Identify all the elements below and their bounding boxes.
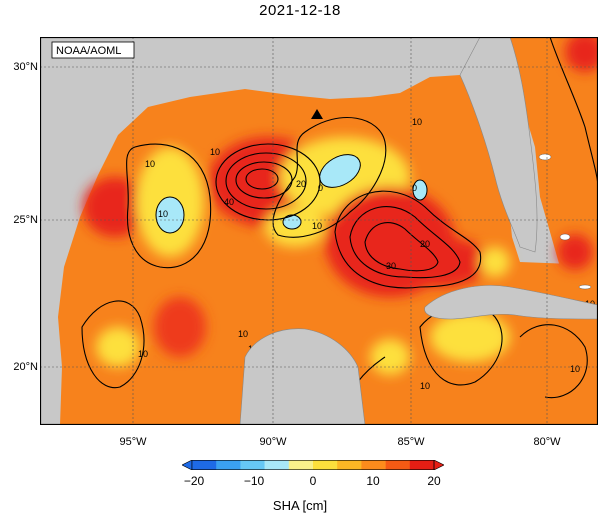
map-frame — [40, 37, 598, 425]
colorbar-cell — [192, 460, 217, 470]
contour-north-eddy-2 — [225, 152, 307, 210]
colorbar-tick: 20 — [427, 474, 441, 488]
credit-box — [51, 41, 135, 59]
lat-label-25n: 25°N — [13, 214, 38, 226]
colorbar-cell — [288, 460, 314, 470]
lon-label-90w: 90°W — [259, 436, 287, 448]
contour-label: 40 — [224, 197, 234, 207]
colorbar-tick: −20 — [183, 474, 205, 488]
colorbar-cell — [216, 460, 241, 470]
island — [538, 153, 552, 161]
cold-core-center — [319, 154, 361, 188]
cold-core-west — [155, 196, 185, 234]
contour-label: 10 — [158, 209, 168, 219]
contour-label: 10 — [238, 329, 248, 339]
contour-northeast-10 — [549, 37, 598, 188]
loop-current-tail — [390, 237, 490, 287]
contour-center-10 — [272, 117, 387, 238]
colorbar-frame — [191, 460, 435, 470]
sha-map: 10 10 10 10 10 10 10 10 20 20 40 30 0 0 … — [40, 37, 598, 425]
colorbar-tick: −10 — [243, 474, 265, 488]
contour-southwest-10 — [81, 300, 145, 389]
contour-loop-outer — [334, 190, 482, 289]
lat-label-30n: 30°N — [13, 61, 38, 73]
lat-label-20n: 20°N — [13, 361, 38, 373]
contour-label: 0 — [412, 183, 417, 193]
florida-landmass — [459, 37, 538, 253]
contour-label: 0 — [318, 183, 323, 193]
contour-label: 20 — [420, 239, 430, 249]
colorbar-cell — [313, 460, 338, 470]
colorbar-arrow-low — [182, 460, 193, 470]
yellow-caribbean — [430, 312, 510, 362]
colorbar-cell — [264, 460, 290, 470]
contour-label: 10 — [312, 221, 322, 231]
contour-west-10 — [126, 143, 212, 269]
colorbar-tick: 10 — [366, 474, 380, 488]
contour-north-eddy-3 — [235, 161, 293, 199]
contour-label: 10 — [145, 159, 155, 169]
cold-core-east — [412, 179, 428, 201]
contour-east-10 — [519, 324, 588, 399]
buoy-marker — [311, 109, 323, 119]
colorbar-cell — [240, 460, 265, 470]
contour-label: 10 — [570, 364, 580, 374]
contour-label: 10 — [210, 147, 220, 157]
colorbar-arrow-high — [433, 460, 444, 470]
map-title: 2021-12-18 — [259, 2, 341, 19]
warm-anomaly-west — [83, 177, 147, 237]
yellow-east — [480, 247, 510, 277]
island — [578, 284, 592, 290]
contour-loop-mid — [349, 206, 461, 279]
warm-northeast — [565, 37, 598, 72]
cold-core-small — [282, 214, 302, 230]
colorbar-cell — [337, 460, 362, 470]
lon-label-85w: 85°W — [397, 436, 425, 448]
lon-label-95w: 95°W — [119, 436, 147, 448]
contour-north-eddy-4 — [245, 168, 279, 190]
colorbar-tick: 0 — [309, 474, 317, 488]
yucatan-landmass — [239, 328, 366, 425]
colorbar-cell — [385, 460, 411, 470]
contour-label: 10 — [412, 117, 422, 127]
warm-anomaly-sw — [154, 297, 206, 357]
contour-label: 20 — [296, 179, 306, 189]
colorbar-label: SHA [cm] — [272, 498, 328, 513]
contour-label: 10 — [420, 381, 430, 391]
contour-label: 10 — [138, 349, 148, 359]
contour-loop-inner — [364, 222, 439, 272]
contour-label: 30 — [386, 261, 396, 271]
lon-label-80w: 80°W — [533, 436, 561, 448]
colorbar-cell — [409, 460, 435, 470]
yellow-anomaly-sw — [96, 327, 140, 367]
island — [559, 233, 571, 241]
cuba-landmass — [424, 285, 598, 320]
credit-label: NOAA/AOML — [56, 45, 121, 57]
caribbean-ocean — [350, 302, 598, 425]
yellow-yucatan — [370, 339, 410, 375]
atlantic-ocean — [510, 37, 598, 267]
warm-east — [557, 234, 593, 270]
colorbar-cell — [361, 460, 386, 470]
colorbar — [182, 460, 444, 470]
